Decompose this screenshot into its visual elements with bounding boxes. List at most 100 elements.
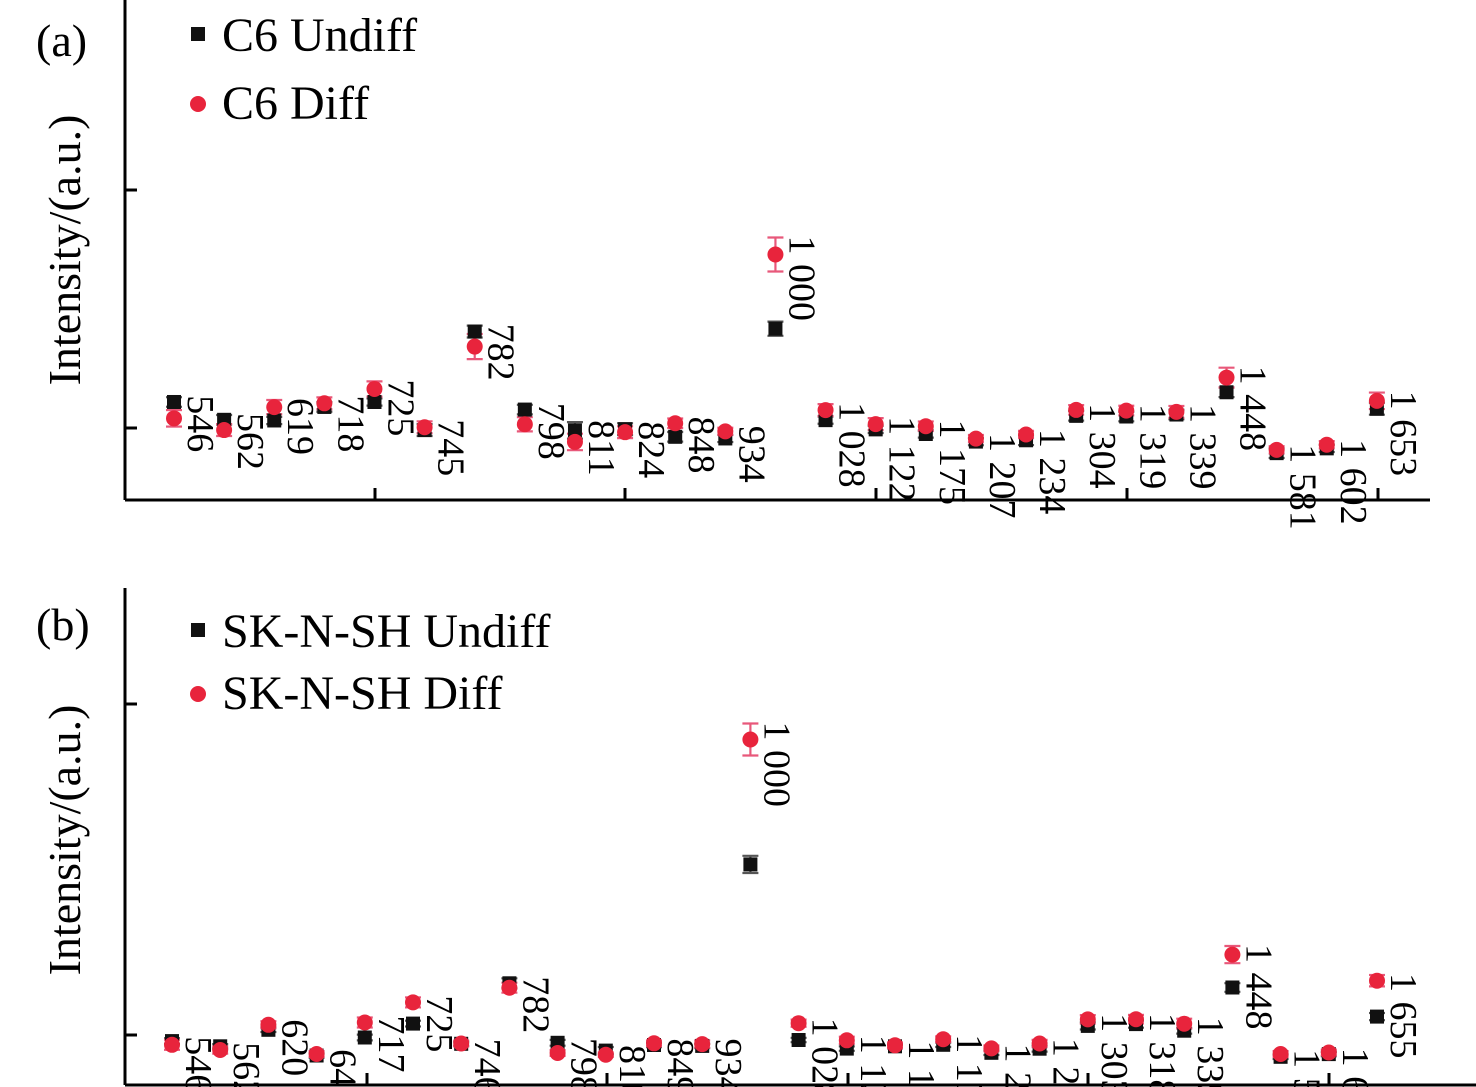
peak-label: 849 <box>659 1038 701 1087</box>
peak-label: 1 319 <box>1131 404 1173 490</box>
point-diff <box>1128 1011 1144 1028</box>
peak-label: 619 <box>279 398 321 455</box>
point-undiff <box>1219 385 1234 400</box>
peak-label: 1 151 <box>900 1040 942 1087</box>
peak-label: 1 000 <box>755 722 797 808</box>
peak-725: 725 <box>366 379 421 436</box>
peak-label: 934 <box>707 1039 749 1087</box>
point-diff <box>308 1046 325 1062</box>
point-diff <box>983 1040 1000 1057</box>
peak-label: 1 234 <box>1045 1038 1087 1087</box>
peak-label: 746 <box>466 1039 508 1087</box>
peak-1028: 1 028 <box>817 402 873 488</box>
peak-1151: 1 151 <box>887 1037 942 1087</box>
peak-546: 546 <box>166 394 221 452</box>
peak-label: 824 <box>630 421 672 478</box>
peak-label: 546 <box>177 1036 219 1087</box>
y-axis-label: Intensity/(a.u.) <box>39 115 90 386</box>
peak-1318: 1 318 <box>1128 1011 1183 1087</box>
point-diff <box>1369 972 1385 989</box>
point-diff <box>405 994 421 1011</box>
peak-562: 562 <box>212 1039 267 1087</box>
peak-848: 848 <box>667 415 722 473</box>
peak-label: 798 <box>563 1038 605 1087</box>
point-diff <box>212 1042 229 1058</box>
peak-1234: 1 234 <box>1018 426 1073 514</box>
point-undiff <box>267 413 282 428</box>
peak-1304: 1 304 <box>1068 401 1123 489</box>
peak-label: 562 <box>229 413 271 470</box>
peak-717: 717 <box>356 1014 412 1073</box>
peak-label: 1 028 <box>804 1018 846 1087</box>
peak-label: 1 304 <box>1081 403 1123 489</box>
peak-1122: 1 122 <box>867 416 923 502</box>
point-undiff <box>1225 980 1240 995</box>
peak-label: 1 000 <box>780 235 822 320</box>
point-diff <box>516 416 533 433</box>
point-diff <box>316 395 333 412</box>
point-diff <box>617 424 634 441</box>
point-diff <box>166 410 182 427</box>
peak-1581: 1 581 <box>1268 441 1324 530</box>
peak-label: 1 122 <box>881 416 923 502</box>
peak-label: 1 602 <box>1332 439 1374 524</box>
point-undiff <box>367 394 382 409</box>
point-diff <box>1368 392 1385 409</box>
point-diff <box>1168 403 1185 420</box>
peak-label: 643 <box>322 1049 364 1087</box>
peak-811: 811 <box>566 420 622 476</box>
peak-1339: 1 339 <box>1176 1015 1231 1087</box>
point-undiff <box>668 429 683 444</box>
panel-b: (b) Intensity/(a.u.) SK-N-SH Undiff SK-N-SH… <box>36 588 1476 1087</box>
peak-1339: 1 339 <box>1168 403 1223 489</box>
peak-620: 620 <box>260 1016 315 1076</box>
peak-718: 718 <box>316 395 371 452</box>
point-diff <box>1224 946 1241 963</box>
point-diff <box>717 423 734 440</box>
peak-label: 1 581 <box>1286 1049 1328 1087</box>
peak-1613: 1 613 <box>1320 1044 1376 1087</box>
peak-label: 546 <box>179 395 221 452</box>
point-undiff <box>406 1016 420 1031</box>
point-diff <box>967 430 984 447</box>
point-diff <box>453 1035 470 1052</box>
point-diff <box>1118 402 1135 419</box>
peak-1581: 1 581 <box>1272 1046 1328 1087</box>
point-diff <box>1218 369 1235 386</box>
peak-1123: 1 123 <box>838 1032 894 1087</box>
peak-1207: 1 207 <box>983 1040 1038 1087</box>
point-undiff <box>567 423 582 438</box>
point-diff <box>767 246 784 263</box>
peak-label: 782 <box>514 976 556 1033</box>
peak-810: 810 <box>597 1043 653 1087</box>
peak-label: 1 613 <box>1334 1048 1376 1087</box>
peak-546: 546 <box>164 1034 219 1087</box>
peak-1175: 1 175 <box>935 1031 990 1087</box>
peak-label: 717 <box>370 1016 412 1073</box>
peak-label: 1 234 <box>1031 429 1073 515</box>
point-diff <box>260 1016 277 1033</box>
peak-934: 934 <box>694 1036 749 1087</box>
point-undiff <box>467 324 482 339</box>
point-diff <box>917 418 934 435</box>
peak-label: 1 653 <box>1382 391 1424 477</box>
point-diff <box>1176 1015 1193 1032</box>
point-diff <box>356 1014 373 1031</box>
point-undiff <box>517 402 532 417</box>
peak-label: 1 028 <box>831 402 873 488</box>
point-diff <box>266 399 283 416</box>
peak-label: 1 175 <box>931 419 973 505</box>
point-diff <box>1318 436 1335 453</box>
peak-label: 1 303 <box>1093 1013 1135 1087</box>
point-diff <box>694 1036 711 1053</box>
point-diff <box>1068 401 1085 418</box>
peak-782: 782 <box>501 976 556 1033</box>
peak-label: 1 581 <box>1282 444 1324 529</box>
peak-label: 725 <box>418 995 460 1052</box>
peak-1207: 1 207 <box>967 430 1023 518</box>
peak-1234: 1 234 <box>1031 1035 1087 1087</box>
point-diff <box>164 1036 180 1053</box>
peak-1448: 1 448 <box>1218 366 1274 451</box>
peak-label: 782 <box>480 324 522 381</box>
peak-label: 562 <box>225 1042 267 1087</box>
